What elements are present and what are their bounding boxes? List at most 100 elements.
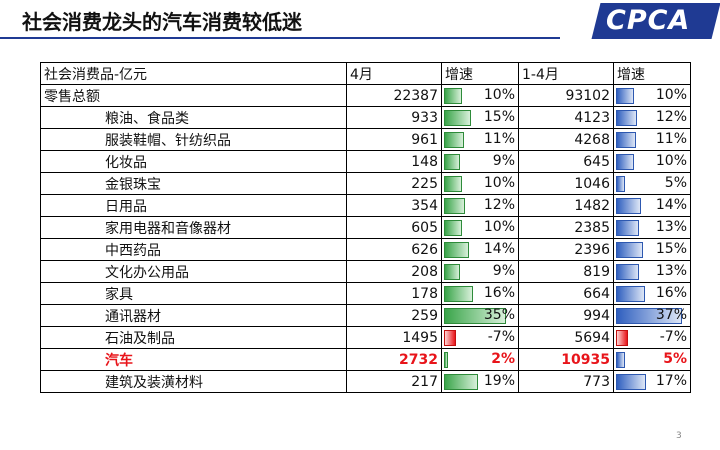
jan-apr-growth: 37% [613, 304, 691, 327]
april-sales: 605 [346, 216, 442, 239]
april-growth: 19% [441, 370, 519, 393]
category-name: 零售总额 [40, 84, 347, 107]
april-growth: 10% [441, 84, 519, 107]
jan-apr-growth: 15% [613, 238, 691, 261]
april-growth-value: 14% [483, 241, 515, 257]
table-row: 通讯器材 259 35% 994 37% [40, 304, 691, 327]
jan-apr-growth-value: 11% [655, 131, 687, 147]
april-sales: 22387 [346, 84, 442, 107]
jan-apr-growth-value: -7% [659, 329, 687, 345]
april-growth-bar [444, 264, 460, 280]
april-growth: 35% [441, 304, 519, 327]
april-growth-value: 11% [483, 131, 515, 147]
jan-apr-growth-bar [616, 198, 641, 214]
april-growth: 15% [441, 106, 519, 129]
april-growth-bar [444, 198, 465, 214]
april-growth-value: 10% [483, 219, 515, 235]
april-growth-bar [444, 220, 462, 236]
category-name: 金银珠宝 [40, 172, 347, 195]
april-sales: 2732 [346, 348, 442, 371]
april-sales: 225 [346, 172, 442, 195]
logo-text: CPCA [606, 5, 691, 36]
april-growth: -7% [441, 326, 519, 349]
jan-apr-sales: 10935 [518, 348, 614, 371]
category-name: 日用品 [40, 194, 347, 217]
table-row: 石油及制品 1495 -7% 5694 -7% [40, 326, 691, 349]
retail-sales-table: 社会消费品-亿元 4月 增速 1-4月 增速 零售总额 22387 10% 93102… [40, 62, 691, 393]
page-number: 3 [676, 431, 682, 441]
april-sales: 933 [346, 106, 442, 129]
jan-apr-growth-bar [616, 176, 625, 192]
april-growth: 11% [441, 128, 519, 151]
april-growth-bar [444, 110, 471, 126]
jan-apr-sales: 994 [518, 304, 614, 327]
jan-apr-growth-value: 13% [655, 219, 687, 235]
jan-apr-growth: 11% [613, 128, 691, 151]
table-row: 粮油、食品类 933 15% 4123 12% [40, 106, 691, 129]
jan-apr-growth-bar [616, 352, 625, 368]
april-sales: 208 [346, 260, 442, 283]
jan-apr-growth: 17% [613, 370, 691, 393]
table-row: 中西药品 626 14% 2396 15% [40, 238, 691, 261]
jan-apr-sales: 93102 [518, 84, 614, 107]
jan-apr-growth: -7% [613, 326, 691, 349]
april-growth: 14% [441, 238, 519, 261]
april-sales: 354 [346, 194, 442, 217]
april-growth: 9% [441, 260, 519, 283]
jan-apr-growth-bar [616, 286, 645, 302]
april-growth-bar [444, 132, 464, 148]
april-growth-bar [444, 308, 506, 324]
april-growth-value: 35% [483, 307, 515, 323]
april-growth: 2% [441, 348, 519, 371]
jan-apr-sales: 4268 [518, 128, 614, 151]
jan-apr-growth-value: 12% [655, 109, 687, 125]
table-row: 建筑及装潢材料 217 19% 773 17% [40, 370, 691, 393]
category-name: 文化办公用品 [40, 260, 347, 283]
april-growth: 10% [441, 172, 519, 195]
april-growth-bar [444, 88, 462, 104]
cpca-logo: CPCA [591, 3, 720, 39]
header-april: 4月 [346, 62, 442, 85]
april-sales: 1495 [346, 326, 442, 349]
april-growth-value: 10% [483, 87, 515, 103]
table-row: 服装鞋帽、针纺织品 961 11% 4268 11% [40, 128, 691, 151]
april-sales: 259 [346, 304, 442, 327]
header-category: 社会消费品-亿元 [40, 62, 347, 85]
category-name: 家具 [40, 282, 347, 305]
april-growth: 16% [441, 282, 519, 305]
april-growth-value: 19% [483, 373, 515, 389]
jan-apr-growth-value: 10% [655, 87, 687, 103]
jan-apr-sales: 2385 [518, 216, 614, 239]
jan-apr-growth-bar [616, 264, 639, 280]
jan-apr-growth-value: 14% [655, 197, 687, 213]
jan-apr-growth-value: 16% [655, 285, 687, 301]
jan-apr-growth-value: 5% [663, 351, 687, 367]
page-title: 社会消费龙头的汽车消费较低迷 [22, 10, 302, 34]
header-jan-apr-growth: 增速 [613, 62, 691, 85]
april-sales: 178 [346, 282, 442, 305]
april-growth: 12% [441, 194, 519, 217]
table-row: 零售总额 22387 10% 93102 10% [40, 84, 691, 107]
jan-apr-growth-bar [616, 132, 636, 148]
april-growth-value: 16% [483, 285, 515, 301]
jan-apr-growth: 14% [613, 194, 691, 217]
table-row: 汽车 2732 2% 10935 5% [40, 348, 691, 371]
jan-apr-growth-bar [616, 220, 639, 236]
april-growth-value: 9% [492, 263, 515, 279]
jan-apr-growth-value: 10% [655, 153, 687, 169]
april-growth-bar [444, 242, 469, 258]
jan-apr-growth: 12% [613, 106, 691, 129]
header-jan-apr: 1-4月 [518, 62, 614, 85]
category-name: 汽车 [40, 348, 347, 371]
jan-apr-growth: 13% [613, 216, 691, 239]
april-growth: 9% [441, 150, 519, 173]
jan-apr-sales: 5694 [518, 326, 614, 349]
jan-apr-growth-bar [616, 88, 634, 104]
jan-apr-growth: 5% [613, 348, 691, 371]
april-sales: 961 [346, 128, 442, 151]
jan-apr-sales: 2396 [518, 238, 614, 261]
jan-apr-growth-bar [616, 110, 637, 126]
jan-apr-sales: 1046 [518, 172, 614, 195]
table-row: 家具 178 16% 664 16% [40, 282, 691, 305]
april-growth-value: 9% [492, 153, 515, 169]
